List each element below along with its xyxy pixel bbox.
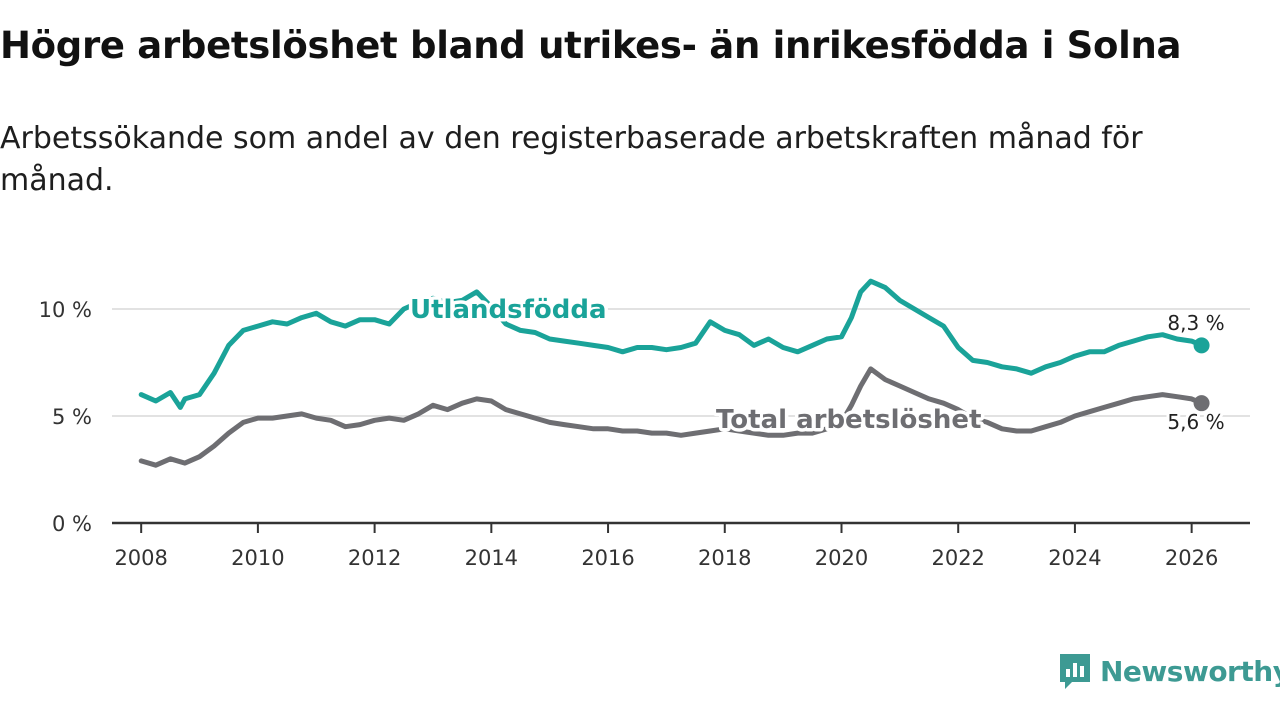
series-label-total-halo: Total arbetslöshet — [716, 405, 981, 435]
y-tick-label: 5 % — [52, 405, 92, 429]
y-tick-label: 10 % — [39, 298, 92, 322]
brand-name: Newsworthy — [1100, 654, 1280, 688]
x-tick-label: 2026 — [1165, 546, 1218, 570]
series-label-total: Total arbetslöshet — [716, 405, 981, 435]
chart-subtitle: Arbetssökande som andel av den registerb… — [0, 121, 1143, 198]
end-value-total: 5,6 % — [1167, 410, 1224, 434]
chart-title: Högre arbetslöshet bland utrikes- än inr… — [0, 24, 1182, 67]
series-end-dot — [1193, 337, 1210, 354]
series-line-total — [138, 366, 1205, 468]
x-tick-label: 2020 — [815, 546, 868, 570]
x-tick-label: 2018 — [698, 546, 751, 570]
newsworthy-logo: Newsworthy — [1058, 652, 1280, 690]
x-tick-label: 2022 — [931, 546, 984, 570]
newsworthy-icon — [1060, 654, 1090, 689]
end-value-total-halo: 5,6 % — [1167, 410, 1224, 434]
x-tick-label: 2012 — [348, 546, 401, 570]
x-tick-label: 2010 — [231, 546, 284, 570]
y-tick-label: 0 % — [52, 512, 92, 536]
series-end-dot — [1193, 395, 1210, 412]
x-tick-label: 2024 — [1048, 546, 1101, 570]
x-tick-label: 2014 — [465, 546, 518, 570]
x-tick-label: 2016 — [581, 546, 634, 570]
end-value-utlandsfodda: 8,3 % — [1167, 311, 1224, 335]
series-line-utlandsfodda — [138, 278, 1205, 410]
end-value-utlandsfodda-halo: 8,3 % — [1167, 311, 1224, 335]
series-label-utlandsfodda: Utlandsfödda — [410, 295, 607, 325]
series-label-utlandsfodda-halo: Utlandsfödda — [410, 295, 607, 325]
x-tick-label: 2008 — [114, 546, 167, 570]
